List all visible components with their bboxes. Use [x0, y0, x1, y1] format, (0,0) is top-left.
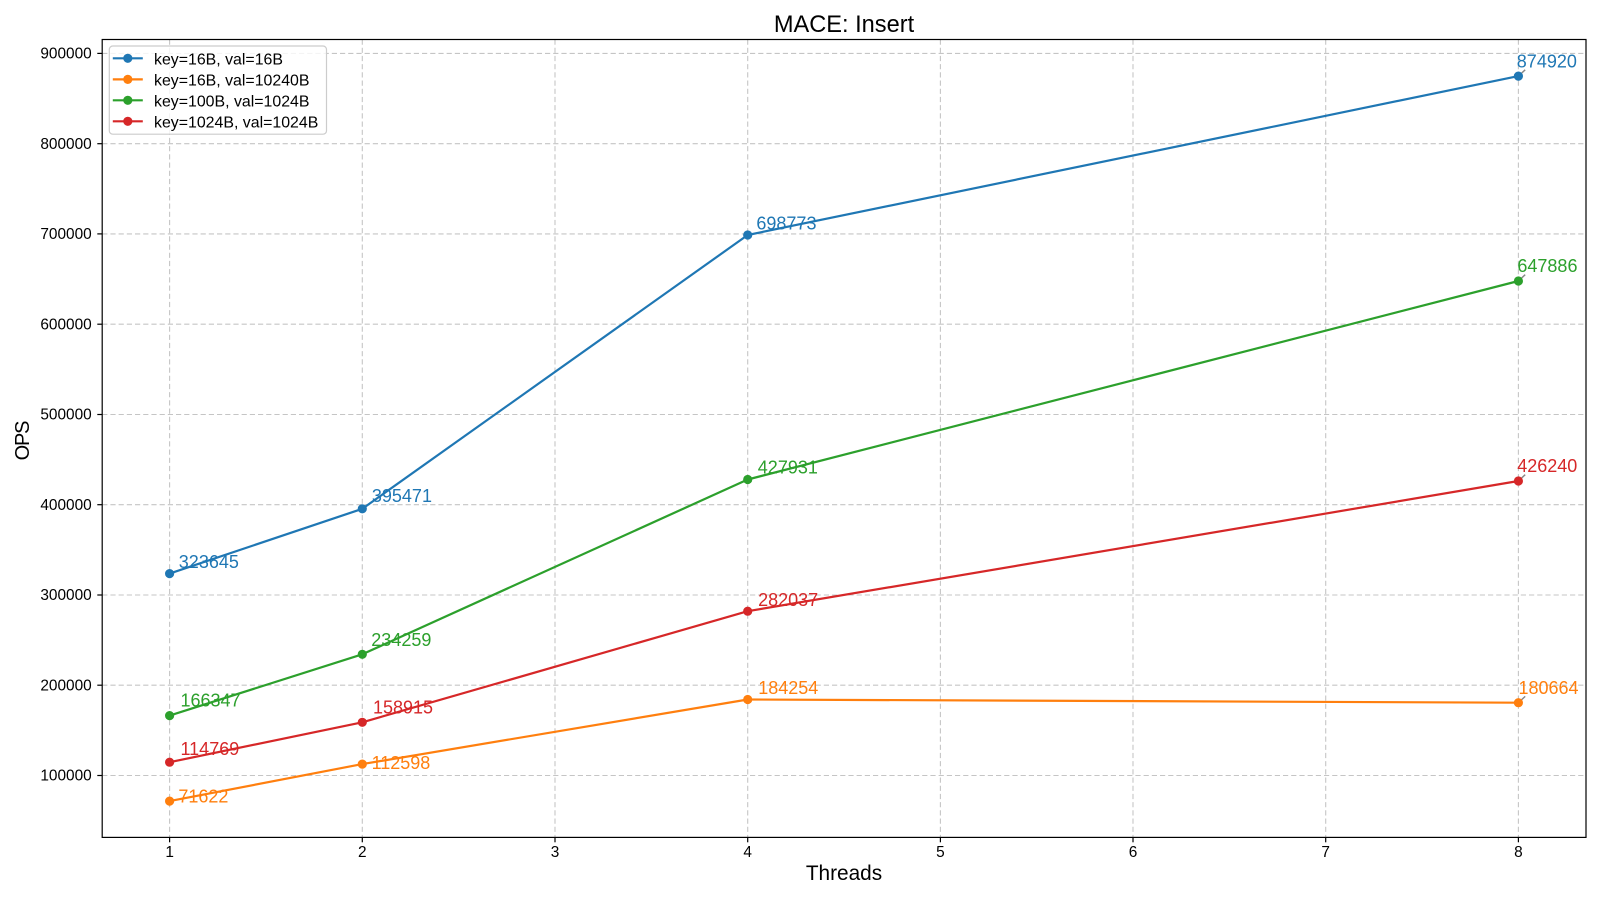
svg-text:1: 1: [165, 844, 174, 861]
svg-text:100000: 100000: [40, 768, 91, 785]
svg-text:400000: 400000: [40, 497, 91, 514]
svg-text:282037: 282037: [758, 590, 818, 610]
svg-text:key=16B, val=16B: key=16B, val=16B: [154, 52, 283, 69]
svg-text:158915: 158915: [373, 697, 433, 717]
svg-text:key=100B, val=1024B: key=100B, val=1024B: [154, 94, 310, 111]
svg-text:184254: 184254: [758, 678, 818, 698]
svg-text:8: 8: [1514, 844, 1523, 861]
svg-text:5: 5: [936, 844, 945, 861]
svg-text:500000: 500000: [40, 407, 91, 424]
svg-text:6: 6: [1129, 844, 1138, 861]
svg-text:key=16B, val=10240B: key=16B, val=10240B: [154, 73, 310, 90]
svg-text:166347: 166347: [181, 690, 241, 710]
svg-text:2: 2: [358, 844, 367, 861]
svg-text:112598: 112598: [372, 753, 431, 773]
svg-text:key=1024B, val=1024B: key=1024B, val=1024B: [154, 115, 318, 132]
svg-text:395471: 395471: [372, 486, 432, 506]
svg-text:234259: 234259: [371, 630, 431, 650]
svg-text:OPS: OPS: [12, 421, 34, 460]
svg-text:427931: 427931: [758, 457, 818, 477]
svg-text:426240: 426240: [1517, 456, 1577, 476]
svg-text:700000: 700000: [40, 226, 91, 243]
svg-text:200000: 200000: [40, 677, 91, 694]
svg-text:71622: 71622: [178, 787, 228, 807]
svg-text:647886: 647886: [1517, 256, 1577, 276]
svg-text:114769: 114769: [181, 739, 240, 759]
svg-text:MACE: Insert: MACE: Insert: [774, 12, 915, 38]
svg-text:4: 4: [743, 844, 752, 861]
svg-text:900000: 900000: [40, 46, 91, 63]
svg-text:323645: 323645: [179, 552, 239, 572]
svg-text:800000: 800000: [40, 136, 91, 153]
svg-text:698773: 698773: [756, 214, 816, 234]
svg-text:600000: 600000: [40, 316, 91, 333]
svg-text:300000: 300000: [40, 587, 91, 604]
svg-text:180664: 180664: [1519, 678, 1579, 698]
svg-text:7: 7: [1321, 844, 1330, 861]
svg-text:874920: 874920: [1517, 52, 1577, 72]
svg-text:3: 3: [551, 844, 560, 861]
svg-text:Threads: Threads: [806, 862, 882, 885]
